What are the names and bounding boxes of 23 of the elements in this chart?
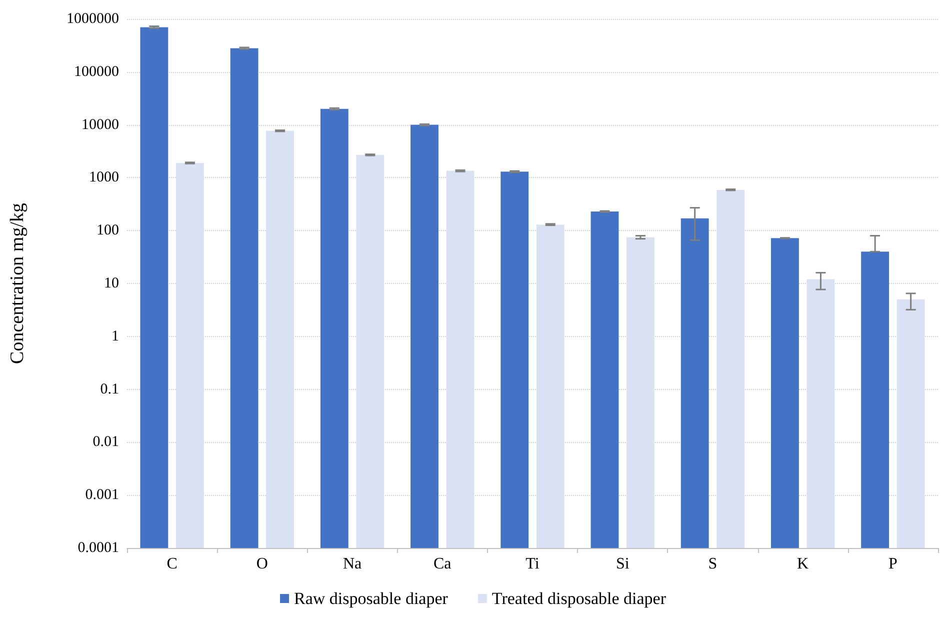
y-tick-label: 0.1 (100, 381, 119, 398)
legend-label: Treated disposable diaper (492, 589, 666, 608)
x-tick-label: Si (616, 556, 630, 572)
y-tick-label: 1 (112, 328, 119, 344)
x-tick-label: K (797, 556, 810, 572)
y-tick-label: 0.0001 (78, 540, 119, 556)
x-tick-label: C (166, 556, 178, 572)
x-tick-label: Ti (526, 556, 540, 572)
x-tick-label: Na (342, 556, 362, 572)
y-tick-label: 1000000 (66, 11, 119, 27)
x-tick-label: S (708, 556, 718, 572)
y-tick-label: 100000 (74, 64, 119, 80)
y-tick-label: 1000 (89, 170, 119, 186)
x-tick-label: P (888, 556, 898, 572)
legend-label: Raw disposable diaper (294, 589, 448, 608)
y-tick-label: 100 (96, 222, 119, 239)
y-axis-title: Concentration mg/kg (7, 202, 28, 364)
y-tick-label: 0.001 (85, 487, 119, 504)
y-tick-label: 10000 (82, 116, 119, 133)
x-tick-label: O (256, 556, 268, 572)
y-tick-label: 10 (104, 276, 119, 292)
x-tick-label: Ca (434, 556, 452, 572)
y-tick-label: 0.01 (92, 434, 119, 450)
